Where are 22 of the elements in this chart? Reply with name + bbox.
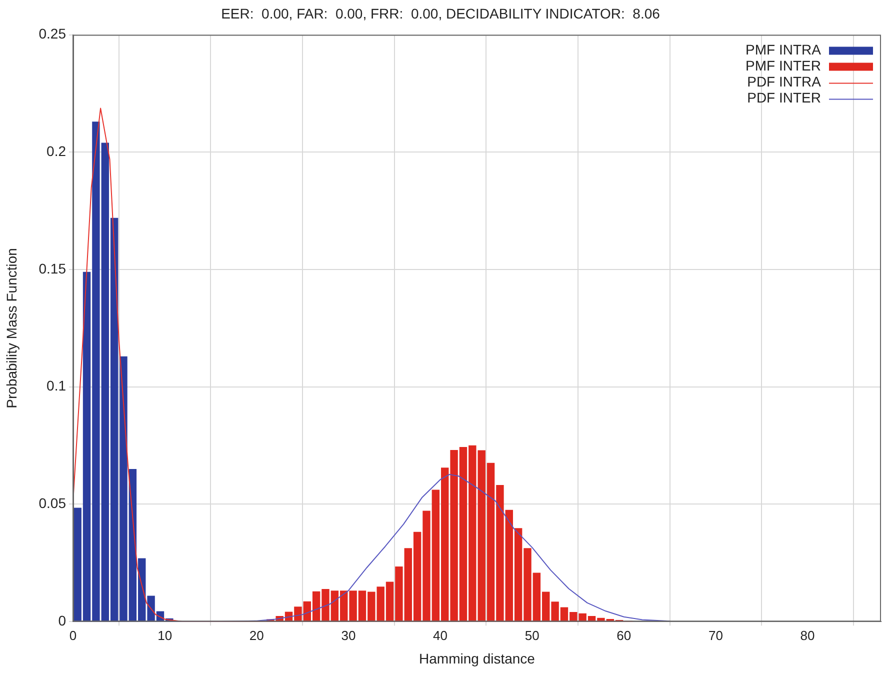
- x-axis-title: Hamming distance: [419, 650, 536, 666]
- legend-label: PDF INTRA: [747, 74, 822, 90]
- x-tick-label: 10: [158, 628, 172, 643]
- y-tick-label: 0.25: [38, 26, 66, 42]
- x-tick-label: 60: [616, 628, 632, 643]
- chart-title: EER: 0.00, FAR: 0.00, FRR: 0.00, DECIDABILITY INDICATOR: 8.06: [221, 5, 660, 22]
- y-tick-label: 0: [58, 612, 66, 628]
- y-tick-label: 0.15: [38, 260, 66, 276]
- y-tick-label: 0.05: [38, 495, 66, 512]
- x-tick-label: 70: [708, 628, 723, 643]
- legend-label: PDF INTER: [747, 90, 821, 106]
- y-axis-title: Probability Mass Function: [3, 248, 20, 408]
- x-tick-label: 30: [341, 628, 356, 643]
- x-tick-label: 0: [69, 628, 77, 643]
- x-tick-label: 50: [524, 628, 540, 643]
- y-tick-label: 0.1: [46, 378, 66, 394]
- x-tick-label: 20: [249, 628, 264, 643]
- x-tick-label: 40: [433, 628, 448, 643]
- x-tick-label: 80: [800, 628, 815, 643]
- y-tick-label: 0.2: [46, 143, 66, 160]
- legend-label: PMF INTER: [746, 58, 821, 74]
- legend-label: PMF INTRA: [746, 42, 822, 58]
